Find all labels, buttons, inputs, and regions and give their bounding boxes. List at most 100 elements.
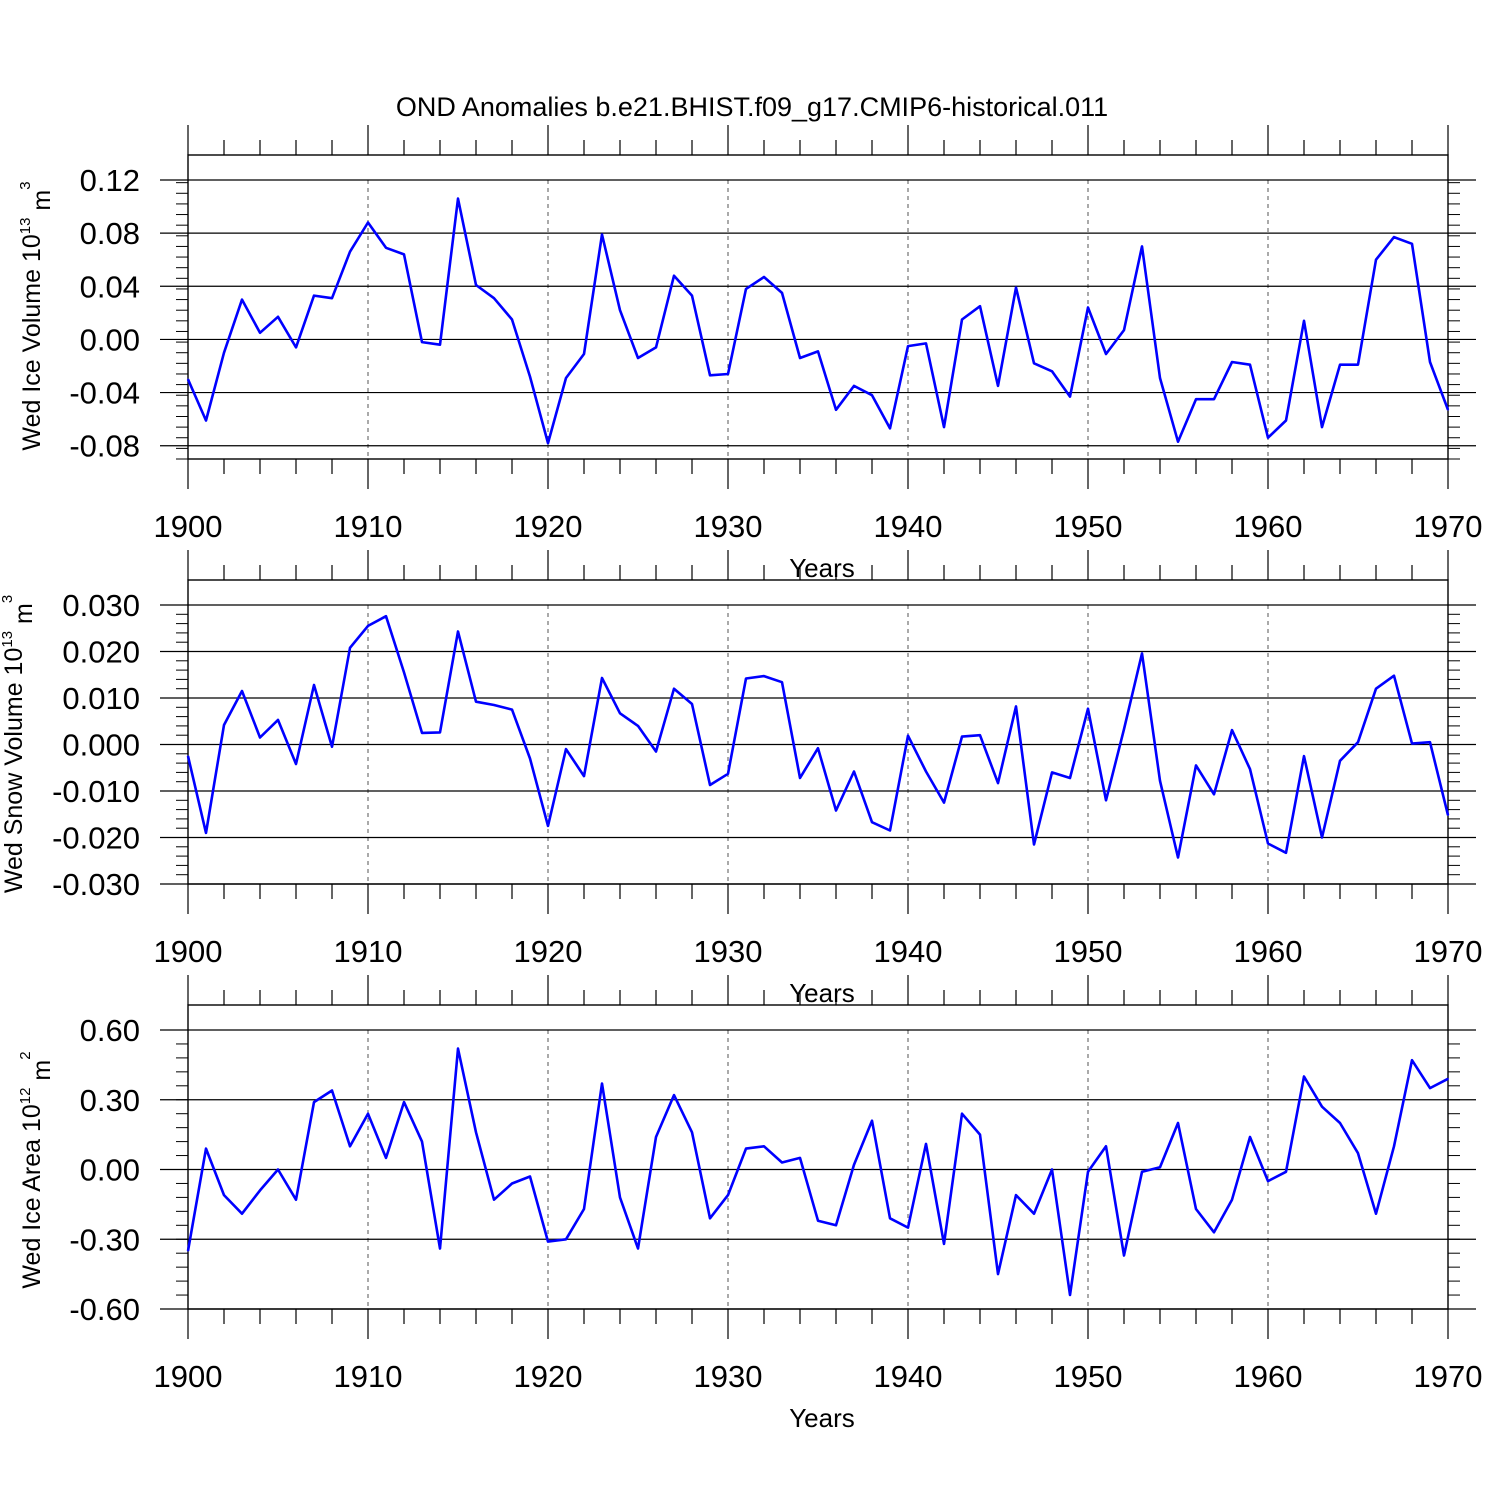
data-point-1952	[1123, 1254, 1125, 1257]
data-point-1960	[1267, 842, 1269, 845]
data-point-1948	[1051, 771, 1053, 774]
data-point-1928	[691, 1131, 693, 1134]
data-point-1922	[583, 353, 585, 355]
y-tick-label-1: -0.020	[52, 821, 140, 856]
data-point-1961	[1285, 419, 1287, 422]
y-tick-label-2: -0.010	[52, 774, 140, 809]
x-tick-label-1920: 1920	[514, 509, 583, 544]
data-point-1961	[1285, 852, 1287, 854]
data-point-1913	[421, 1140, 423, 1143]
panels: 1900 1910 1920 1930 1940 1950 1960 1970 Years -0.…	[0, 125, 1482, 1433]
data-point-1940	[907, 734, 909, 737]
x-tick-label-1910: 1910	[334, 509, 403, 544]
data-point-1920	[547, 1240, 549, 1243]
data-point-1908	[331, 746, 333, 748]
data-point-1966	[1375, 1212, 1377, 1215]
panel-ice-area: 1900 1910 1920 1930 1940 1950 1960 1970 Years -0.…	[17, 975, 1482, 1433]
data-point-1960	[1267, 436, 1269, 439]
data-point-1907	[313, 684, 315, 686]
data-point-1902	[223, 351, 225, 354]
data-point-1951	[1105, 799, 1107, 802]
data-point-1953	[1141, 245, 1143, 248]
data-point-1924	[619, 1196, 621, 1199]
data-point-1962	[1303, 755, 1305, 757]
data-point-1931	[745, 677, 747, 680]
data-point-1940	[907, 345, 909, 347]
data-point-1902	[223, 724, 225, 726]
data-point-1928	[691, 703, 693, 705]
x-tick-label-1950: 1950	[1054, 1359, 1123, 1394]
data-point-1911	[385, 246, 387, 249]
data-point-1901	[205, 832, 207, 834]
data-point-1947	[1033, 362, 1035, 365]
y-axis-label: Wed Ice Area 1012 m2	[17, 1051, 56, 1288]
data-point-1916	[475, 284, 477, 286]
data-point-1965	[1357, 363, 1359, 366]
data-point-1970	[1447, 409, 1449, 411]
y-tick-label-6: 0.030	[62, 588, 140, 623]
data-point-1937	[853, 385, 855, 387]
y-tick-label-2: 0.00	[80, 1153, 140, 1188]
y-axis-label-ylabel-unit: m	[28, 190, 56, 218]
y-tick-label-5: 0.020	[62, 635, 140, 670]
data-point-1935	[817, 1219, 819, 1222]
data-point-1958	[1231, 1198, 1233, 1201]
data-point-1948	[1051, 1168, 1053, 1171]
data-point-1906	[295, 763, 297, 765]
plot-frame	[187, 154, 1449, 460]
data-point-1930	[727, 1194, 729, 1196]
x-tick-label-1940: 1940	[874, 1359, 943, 1394]
y-tick-label-0: -0.08	[69, 429, 140, 464]
data-point-1963	[1321, 1105, 1323, 1108]
data-point-1951	[1105, 353, 1107, 355]
data-point-1961	[1285, 1171, 1287, 1173]
y-axis-label-ylabel-main: Wed Ice Volume 10	[18, 234, 46, 450]
x-tick-label-1970: 1970	[1414, 509, 1483, 544]
data-point-1913	[421, 341, 423, 343]
data-point-1965	[1357, 1152, 1359, 1155]
y-axis-label-ylabel-unit: m	[10, 603, 38, 631]
data-point-1964	[1339, 363, 1341, 366]
data-point-1927	[673, 1094, 675, 1096]
data-point-1953	[1141, 652, 1143, 655]
y-axis-label: Wed Snow Volume 1013 m3	[0, 595, 38, 893]
data-point-1936	[835, 409, 837, 411]
x-tick-label-1930: 1930	[694, 1359, 763, 1394]
data-point-1965	[1357, 741, 1359, 743]
y-axis-label-ylabel-exp: 12	[17, 1088, 34, 1105]
data-point-1958	[1231, 361, 1233, 363]
y-tick-label-4: 0.60	[80, 1013, 140, 1048]
data-point-1926	[655, 750, 657, 753]
data-point-1925	[637, 725, 639, 727]
data-point-1940	[907, 1226, 909, 1229]
data-point-1909	[349, 646, 351, 649]
data-point-1905	[277, 719, 279, 721]
data-point-1945	[997, 1273, 999, 1275]
data-point-1920	[547, 825, 549, 827]
data-point-1927	[673, 274, 675, 277]
data-point-1937	[853, 770, 855, 773]
data-point-1955	[1177, 1122, 1179, 1124]
data-point-1942	[943, 426, 945, 428]
data-point-1901	[205, 419, 207, 422]
data-point-1929	[709, 1217, 711, 1220]
data-point-1943	[961, 1112, 963, 1115]
y-axis-label-ylabel-unit-exp: 3	[0, 595, 16, 603]
data-point-1935	[817, 747, 819, 750]
data-point-1962	[1303, 320, 1305, 322]
data-point-1925	[637, 357, 639, 359]
panel-ice-volume: 1900 1910 1920 1930 1940 1950 1960 1970 Years -0.…	[17, 125, 1482, 583]
x-tick-label-1950: 1950	[1054, 934, 1123, 969]
data-point-1922	[583, 1208, 585, 1210]
x-axis-label: Years	[789, 1403, 855, 1433]
data-point-1918	[511, 318, 513, 321]
data-point-1919	[529, 1175, 531, 1178]
data-point-1966	[1375, 687, 1377, 690]
data-point-1946	[1015, 705, 1017, 708]
data-point-1904	[259, 331, 261, 334]
data-point-1957	[1213, 793, 1215, 796]
x-tick-label-1940: 1940	[874, 934, 943, 969]
data-point-1934	[799, 357, 801, 359]
data-point-1950	[1087, 1171, 1089, 1173]
